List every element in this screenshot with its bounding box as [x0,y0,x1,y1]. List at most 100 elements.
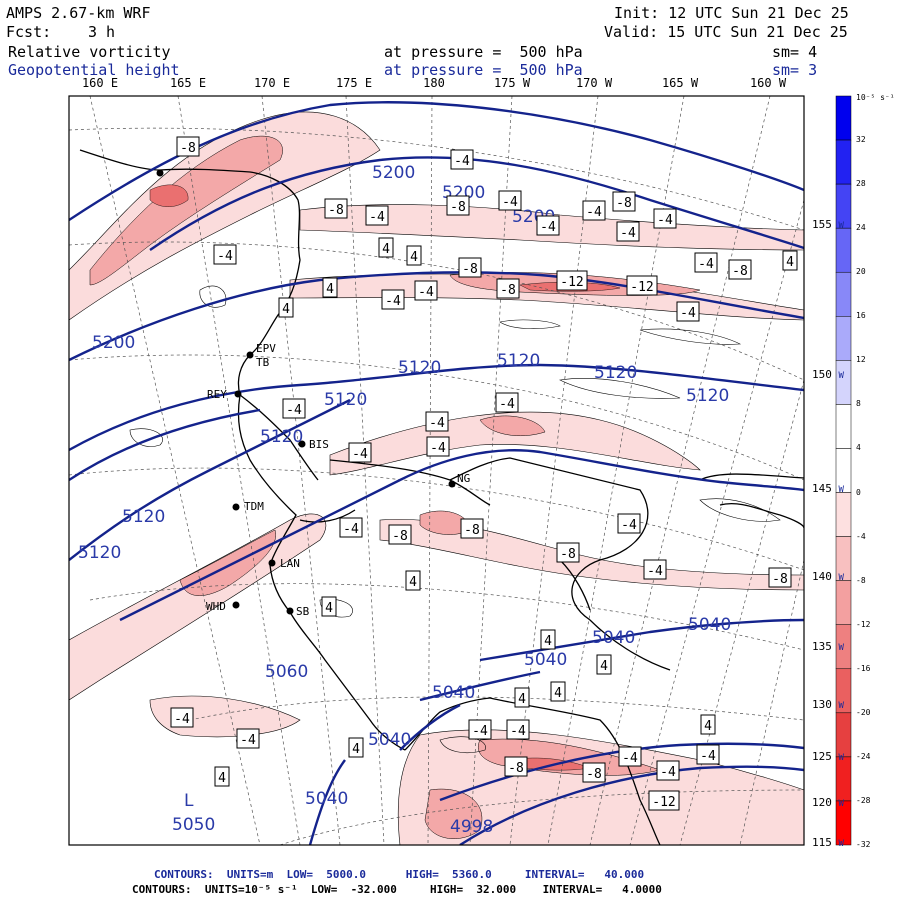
colorbar-level: 28 [856,179,866,189]
vorticity-label-box: -4 [414,280,438,301]
lat-label: 130 W [812,698,844,711]
vorticity-label: -8 [328,203,344,218]
colorbar-level: 0 [856,487,861,497]
colorbar-swatch [835,404,852,449]
lon-label: 180 [423,76,445,90]
field1-smoothing: sm= 4 [772,43,818,61]
vorticity-label-box: -8 [612,191,636,212]
colorbar-unit: 10⁻⁵ s⁻¹ [856,93,895,102]
vorticity-label-box: -4 [582,200,606,221]
vorticity-label-box: 4 [278,297,294,318]
colorbar-level: -32 [856,840,871,849]
colorbar-level: -20 [856,707,871,717]
vorticity-label-box: -4 [498,190,522,211]
vorticity-label: -8 [392,529,408,544]
height-label: 5120 [122,507,165,527]
vorticity-label-box: -4 [450,149,474,170]
vorticity-label: 4 [410,250,418,265]
station-marker [232,601,240,609]
station-label: WHD [206,600,226,613]
vorticity-label: -8 [616,196,632,211]
vorticity-label-box: -8 [460,518,484,539]
vorticity-label-box: -4 [468,719,492,740]
vorticity-label-box: -4 [426,436,450,457]
lat-label: 125 W [812,750,844,763]
vorticity-label: 4 [786,255,794,270]
station-markers [156,169,456,615]
forecast-label: Fcst: [6,23,52,41]
vorticity-label-box: 4 [550,681,566,702]
colorbar-swatch [835,800,852,846]
vorticity-label: -4 [418,285,434,300]
vorticity-label: -4 [502,195,518,210]
vorticity-label: -4 [454,154,470,169]
vorticity-label-box: -8 [324,198,348,219]
vorticity-label-box: -12 [626,275,658,296]
colorbar-level: 8 [856,399,861,409]
vorticity-label: 4 [704,719,712,734]
vorticity-label-box: 4 [378,237,394,258]
vorticity-label: -12 [630,280,653,295]
vorticity-label-box: -12 [556,270,588,291]
vorticity-label-box: -4 [643,559,667,580]
vorticity-label-box: -8 [496,278,520,299]
vorticity-label-box: -8 [504,756,528,777]
vorticity-label: 4 [352,742,360,757]
vorticity-label-box: -4 [495,392,519,413]
height-label: 5040 [368,730,411,750]
colorbar-swatch [835,580,852,625]
station-label: SB [296,605,310,618]
vorticity-label: -8 [772,572,788,587]
vorticity-label: -4 [657,213,673,228]
vorticity-label: -4 [343,522,359,537]
low-marker: L [184,791,194,811]
vorticity-label-box: 4 [514,687,530,708]
vorticity-label-box: -4 [694,252,718,273]
height-label: 5120 [686,386,729,406]
vorticity-label: -8 [464,523,480,538]
vorticity-label-box: -8 [458,257,482,278]
lat-label: 150 W [812,368,844,381]
vorticity-label-box: -4 [616,221,640,242]
vorticity-label: -4 [540,220,556,235]
vorticity-label-box: -4 [365,205,389,226]
vorticity-label-box: 4 [782,250,798,271]
vorticity-label-box: -4 [506,719,530,740]
vorticity-label: 4 [544,634,552,649]
height-label: 5120 [78,543,121,563]
vorticity-label-box: -4 [213,244,237,265]
vorticity-label: 4 [554,686,562,701]
height-label: 5040 [688,615,731,635]
station-marker [448,480,456,488]
colorbar-level: -4 [856,531,866,541]
colorbar-level: 12 [856,355,866,365]
station-label: TDM [244,500,264,513]
vorticity-label-box: -4 [170,707,194,728]
lon-label: 165 W [661,76,699,90]
plot-frame [68,95,805,846]
model-title: AMPS 2.67-km WRF [6,4,151,22]
vorticity-label: -4 [621,518,637,533]
vorticity-label: -4 [174,712,190,727]
station-label: NG [457,472,470,485]
height-contours [69,101,804,845]
colorbar-swatch [835,492,852,537]
height-label: 4998 [450,817,493,837]
station-marker [268,559,276,567]
low-value: 5050 [172,815,215,835]
colorbar [835,95,852,846]
vorticity-label: -8 [508,761,524,776]
vorticity-label: 4 [326,282,334,297]
height-label: 5040 [592,628,635,648]
vorticity-label: -4 [622,751,638,766]
colorbar-swatch [835,271,852,317]
vorticity-label-box: -8 [582,762,606,783]
station-label: REY [207,388,227,401]
vorticity-label-box: 4 [321,596,337,617]
station-marker [156,169,164,177]
lon-label: 160 E [81,76,119,90]
station-marker [234,390,242,398]
vorticity-label-box: -4 [236,728,260,749]
vorticity-label: 4 [409,575,417,590]
